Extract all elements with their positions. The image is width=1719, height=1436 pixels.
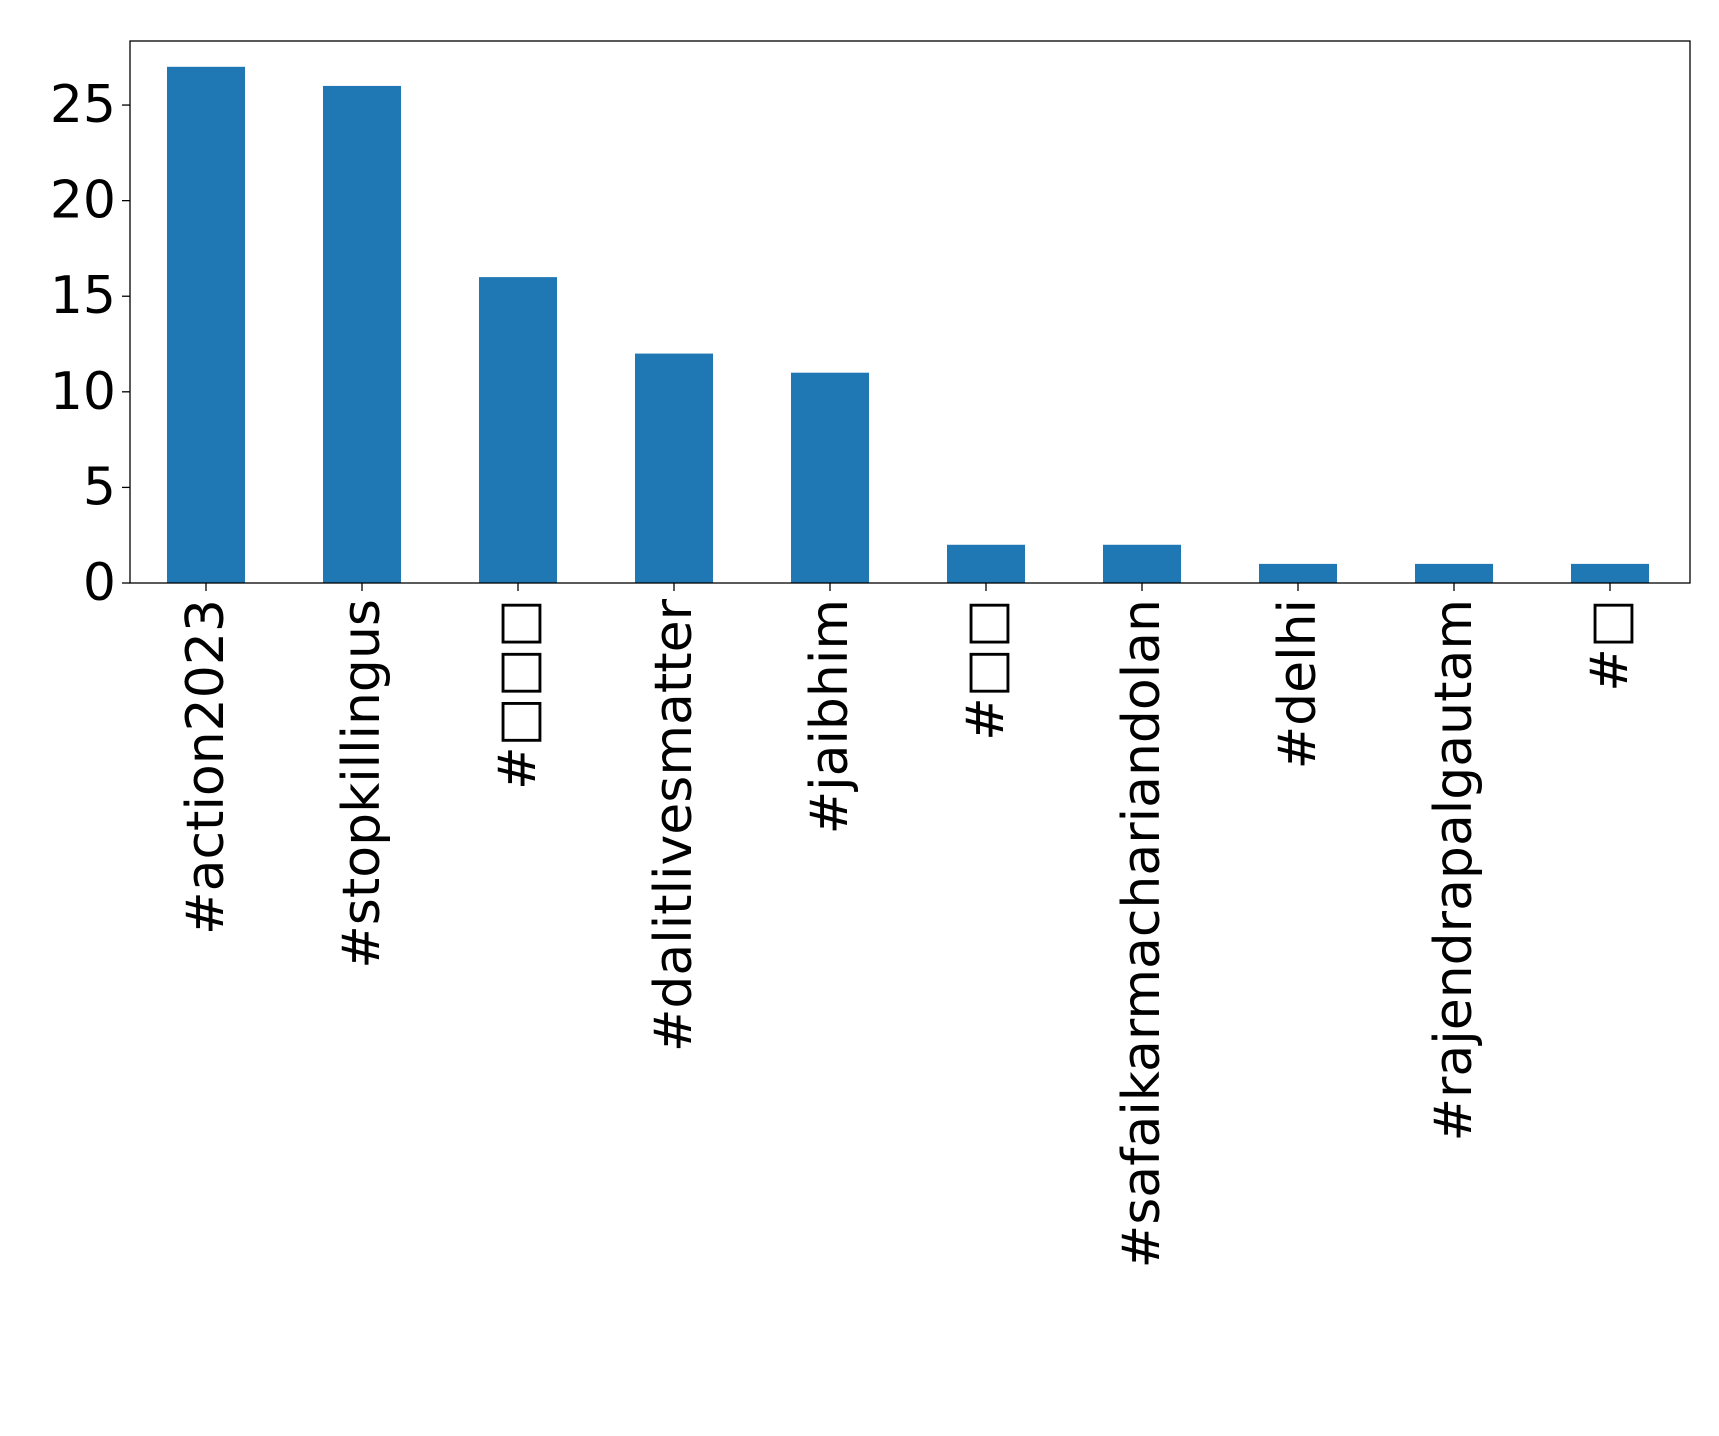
x-tick-label: #jaibhim xyxy=(800,599,860,834)
x-tick-label: #dalitlivesmatter xyxy=(644,598,704,1052)
bars-layer xyxy=(167,66,1649,584)
bar xyxy=(1415,563,1493,583)
bar xyxy=(167,66,245,584)
bar xyxy=(1259,563,1337,583)
x-tick-label: #rajendrapalgautam xyxy=(1424,599,1484,1142)
y-axis: 0 5 10 15 20 25 xyxy=(50,75,130,613)
x-tick-label: #stopkillingus xyxy=(332,599,392,969)
x-tick-label: #action2023 xyxy=(176,599,236,935)
y-tick-label: 5 xyxy=(83,457,116,517)
plot-frame xyxy=(129,40,1691,584)
bar xyxy=(1103,544,1181,583)
x-tick-label: #□ xyxy=(1580,599,1640,692)
x-axis: #action2023 #stopkillingus #□□□ #dalitlives… xyxy=(176,583,1640,1268)
y-tick-label: 25 xyxy=(50,75,116,135)
x-tick-label: #□□ xyxy=(956,599,1016,741)
bar xyxy=(947,544,1025,583)
y-tick-label: 0 xyxy=(83,553,116,613)
x-tick-label: #□□□ xyxy=(488,599,548,790)
y-tick-label: 15 xyxy=(50,266,116,326)
bar xyxy=(323,85,401,584)
bar xyxy=(791,372,869,583)
bar xyxy=(479,277,557,583)
bar xyxy=(635,353,713,583)
y-tick-label: 20 xyxy=(50,171,116,231)
x-tick-label: #delhi xyxy=(1268,599,1328,769)
x-tick-label: #safaikarmachariandolan xyxy=(1112,599,1172,1268)
bar xyxy=(1571,563,1649,583)
y-tick-label: 10 xyxy=(50,362,116,422)
